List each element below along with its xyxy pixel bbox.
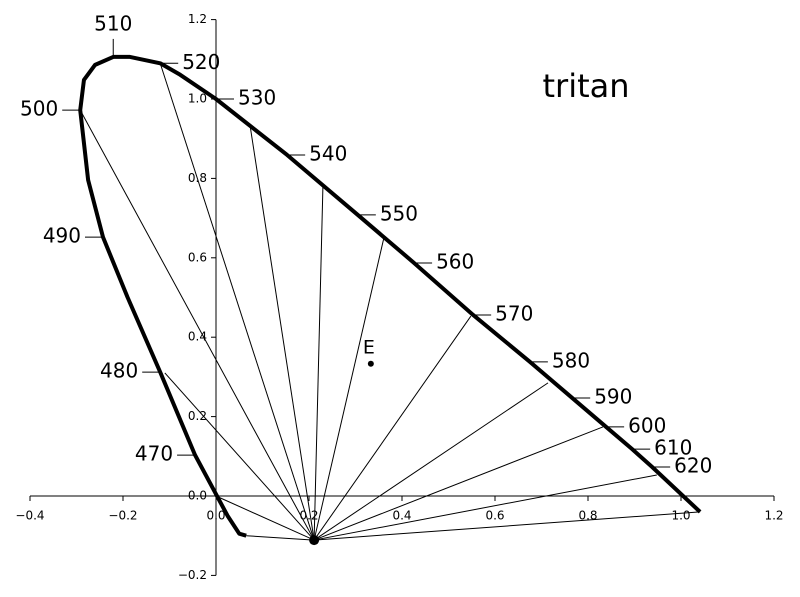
y-tick-label: 1.2 bbox=[188, 12, 207, 26]
confusion-line bbox=[313, 382, 549, 541]
x-tick-label: 0.6 bbox=[485, 509, 504, 523]
copunctal-point bbox=[309, 535, 320, 546]
y-tick-label: −0.2 bbox=[178, 568, 207, 582]
confusion-line bbox=[314, 511, 701, 541]
spectral-locus bbox=[78, 54, 702, 538]
x-tick-label: 1.2 bbox=[764, 509, 783, 523]
wavelength-label: 610 bbox=[654, 436, 692, 460]
wavelength-label: 600 bbox=[628, 413, 666, 437]
white-point bbox=[367, 360, 374, 367]
x-tick-label: 0.4 bbox=[392, 509, 411, 523]
wavelength-label: 570 bbox=[495, 301, 533, 325]
wavelength-label: 480 bbox=[100, 359, 138, 383]
y-tick-label: 0.2 bbox=[188, 409, 207, 423]
wavelength-label: 620 bbox=[674, 454, 712, 478]
wavelength-label: 550 bbox=[380, 201, 418, 225]
confusion-line bbox=[246, 535, 315, 541]
confusion-line bbox=[164, 372, 315, 541]
wavelength-label: 560 bbox=[436, 249, 474, 273]
wavelength-label: 500 bbox=[20, 97, 58, 121]
wavelength-label: 540 bbox=[309, 141, 347, 165]
wavelength-label: 580 bbox=[552, 348, 590, 372]
wavelength-label: 520 bbox=[182, 50, 220, 74]
white-point-label: E bbox=[363, 336, 375, 358]
confusion-line bbox=[313, 237, 385, 541]
confusion-line bbox=[313, 185, 324, 541]
wavelength-label: 530 bbox=[238, 86, 276, 110]
confusion-line bbox=[215, 495, 315, 541]
y-tick-label: 1.0 bbox=[188, 92, 207, 106]
wavelength-label: 470 bbox=[135, 442, 173, 466]
x-tick-label: 1.0 bbox=[671, 509, 690, 523]
confusion-line bbox=[313, 315, 472, 541]
x-tick-label: 0.2 bbox=[299, 509, 318, 523]
wavelength-label: 510 bbox=[94, 11, 132, 35]
y-tick-label: 0.6 bbox=[188, 250, 207, 264]
confusion-line bbox=[314, 474, 657, 541]
y-tick-label: 0.0 bbox=[188, 489, 207, 503]
chart-title: tritan bbox=[542, 67, 629, 105]
y-tick-label: 0.4 bbox=[188, 330, 207, 344]
confusion-line bbox=[159, 63, 315, 541]
confusion-line bbox=[79, 109, 315, 541]
x-tick-label: −0.4 bbox=[15, 509, 44, 523]
wavelength-label: 590 bbox=[594, 384, 632, 408]
x-tick-label: 0.0 bbox=[206, 509, 225, 523]
confusion-line bbox=[313, 426, 604, 541]
wavelength-label: 490 bbox=[43, 224, 81, 248]
confusion-line bbox=[249, 124, 315, 541]
x-tick-label: −0.2 bbox=[108, 509, 137, 523]
x-tick-label: 0.8 bbox=[578, 509, 597, 523]
